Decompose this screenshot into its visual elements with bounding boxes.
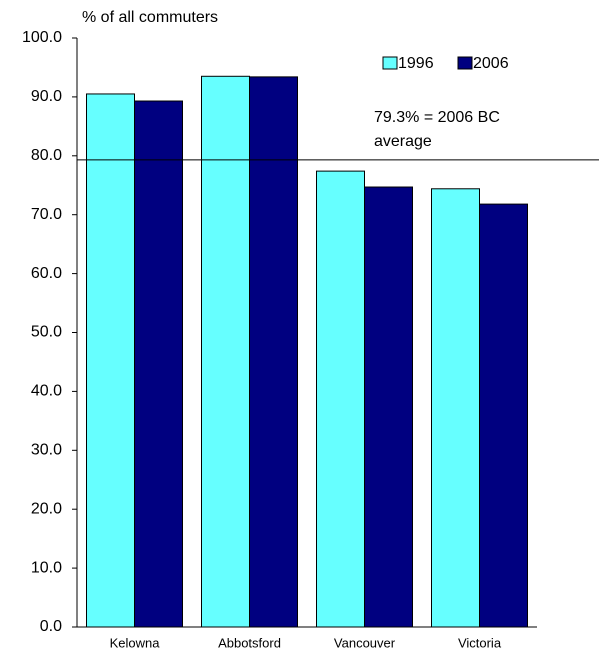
y-tick-label: 90.0	[31, 88, 62, 105]
y-tick-label: 70.0	[31, 206, 62, 223]
y-tick-label: 80.0	[31, 147, 62, 164]
y-tick-label: 30.0	[31, 442, 62, 459]
bar	[249, 76, 298, 628]
legend-label: 2006	[473, 55, 509, 72]
legend-swatch	[457, 56, 473, 70]
bar	[364, 186, 413, 628]
bar	[479, 203, 528, 628]
y-tick-label: 60.0	[31, 265, 62, 282]
bar	[316, 170, 365, 628]
x-tick-label: Victoria	[458, 635, 502, 650]
annotation: 79.3% = 2006 BC	[374, 109, 500, 126]
legend-swatch	[382, 56, 398, 70]
legend-label: 1996	[398, 55, 434, 72]
y-axis-label: % of all commuters	[82, 9, 218, 26]
bar	[134, 100, 183, 628]
x-tick-label: Kelowna	[110, 635, 161, 650]
y-tick-label: 0.0	[40, 618, 62, 635]
bar	[86, 93, 135, 628]
annotation: average	[374, 133, 432, 150]
bar	[201, 75, 250, 628]
y-tick-label: 50.0	[31, 324, 62, 341]
y-tick-label: 100.0	[22, 29, 62, 46]
x-tick-label: Vancouver	[334, 635, 396, 650]
bar	[431, 188, 480, 628]
y-tick-label: 40.0	[31, 383, 62, 400]
x-tick-label: Abbotsford	[218, 635, 281, 650]
y-tick-label: 10.0	[31, 559, 62, 576]
y-tick-label: 20.0	[31, 500, 62, 517]
